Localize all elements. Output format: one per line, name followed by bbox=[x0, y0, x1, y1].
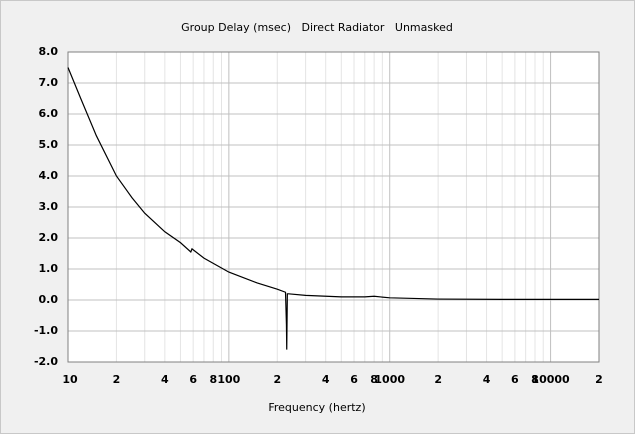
plot-border bbox=[67, 51, 600, 363]
x-tick-label: 2 bbox=[113, 373, 121, 386]
data-line bbox=[67, 67, 599, 350]
y-tick-label: -1.0 bbox=[34, 324, 58, 337]
x-tick-label: 6 bbox=[350, 373, 358, 386]
y-tick-label: 1.0 bbox=[39, 262, 59, 275]
x-tick-label: 100 bbox=[217, 373, 240, 386]
x-tick-label: 10 bbox=[62, 373, 78, 386]
y-tick-label: 0.0 bbox=[39, 293, 59, 306]
x-tick-label: 8 bbox=[531, 373, 539, 386]
y-tick-label: 3.0 bbox=[39, 200, 59, 213]
x-tick-label: 8 bbox=[209, 373, 217, 386]
x-tick-label: 4 bbox=[161, 373, 169, 386]
x-tick-label: 2 bbox=[273, 373, 281, 386]
y-tick-label: 4.0 bbox=[39, 169, 59, 182]
x-tick-label: 2 bbox=[434, 373, 442, 386]
y-tick-label: 7.0 bbox=[39, 76, 59, 89]
y-tick-label: 5.0 bbox=[39, 138, 59, 151]
x-tick-label: 6 bbox=[189, 373, 197, 386]
x-tick-label: 1000 bbox=[374, 373, 405, 386]
x-tick-label: 10000 bbox=[531, 373, 570, 386]
y-tick-label: -2.0 bbox=[34, 355, 58, 368]
x-tick-label: 4 bbox=[483, 373, 491, 386]
x-axis-label: Frequency (hertz) bbox=[268, 401, 365, 414]
x-tick-label: 6 bbox=[511, 373, 519, 386]
y-tick-label: 6.0 bbox=[39, 107, 59, 120]
x-tick-label: 2 bbox=[595, 373, 603, 386]
y-tick-label: 2.0 bbox=[39, 231, 59, 244]
y-tick-label: 8.0 bbox=[39, 45, 59, 58]
chart-title: Group Delay (msec) Direct Radiator Unmas… bbox=[181, 21, 453, 34]
x-tick-label: 8 bbox=[370, 373, 378, 386]
x-tick-label: 4 bbox=[322, 373, 330, 386]
